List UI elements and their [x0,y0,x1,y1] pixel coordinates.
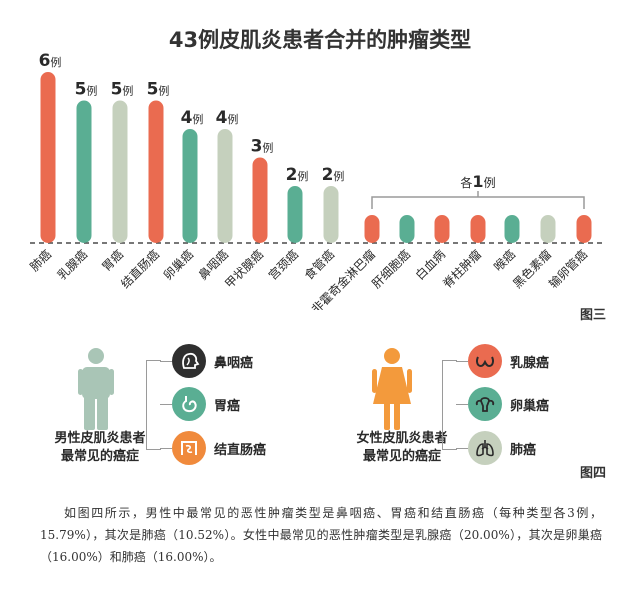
male-stub-3 [160,448,172,449]
male-caption-line1: 男性皮肌炎患者 [54,431,146,446]
bar-chart: 6例肺癌5例乳腺癌5例胃癌5例结直肠癌4例卵巢癌4例鼻咽癌3例甲状腺癌2例宫颈癌… [27,51,605,310]
category-tick-label: 胃癌 [99,247,127,275]
category-tick-label: 脊柱肿瘤 [440,247,485,292]
male-item-label: 结直肠癌 [214,442,267,458]
male-stub-1 [160,361,172,362]
bar-value-label: 5例 [111,80,134,100]
male-bracket [146,360,161,450]
bar-value-label: 2例 [286,165,309,185]
category-tick-label: 肺癌 [27,247,55,275]
male-group-caption: 男性皮肌炎患者 最常见的癌症 [40,430,160,466]
female-item-label: 肺癌 [510,442,537,458]
category-tick-label: 乳腺癌 [54,247,90,283]
bar [504,215,520,243]
bar-value-label: 5例 [75,80,98,100]
bar [399,215,415,243]
female-caption-line1: 女性皮肌炎患者 [356,431,448,446]
male-stub-2 [160,404,172,405]
male-figure-icon [78,348,114,430]
figure3-label: 图三 [580,308,607,323]
category-tick-label: 喉癌 [491,247,519,275]
female-bracket [442,360,457,450]
female-stub-3 [456,448,468,449]
female-stub-1 [456,361,468,362]
intestine-icon [172,431,206,465]
bar [182,129,198,243]
category-tick-label: 肝细胞癌 [369,247,414,292]
lung-icon [468,431,502,465]
chart-title: 43例皮肌炎患者合并的肿瘤类型 [168,28,472,52]
bar [217,129,233,243]
group-bracket [371,196,585,209]
male-item-label: 胃癌 [214,398,241,414]
bar [40,72,56,243]
bar-value-label: 4例 [216,108,239,128]
group-annotation: 各1例 [460,172,495,191]
female-item-label: 卵巢癌 [510,398,550,414]
male-item-nasopharynx: 鼻咽癌 [172,344,253,378]
bar [576,215,592,243]
category-tick-label: 宫颈癌 [265,247,301,283]
bar-value-label: 5例 [147,80,170,100]
bar-value-label: 3例 [251,137,274,157]
female-item-lung: 肺癌 [468,431,536,465]
bar [112,100,128,243]
caption-paragraph: 如图四所示，男性中最常见的恶性肿瘤类型是鼻咽癌、胃癌和结直肠癌（每种类型各3例，… [40,506,602,564]
category-tick-label: 输卵管癌 [546,247,591,292]
nasopharynx-icon [172,344,206,378]
category-tick-label: 结直肠癌 [118,247,163,292]
stomach-icon [172,387,206,421]
male-item-stomach: 胃癌 [172,387,240,421]
bar [287,186,303,243]
bar [434,215,450,243]
bar-value-label: 2例 [322,165,345,185]
category-tick-label: 卵巢癌 [160,247,196,283]
bar-value-label: 6例 [39,51,62,71]
bar [148,100,164,243]
category-tick-label: 黑色素瘤 [510,247,555,292]
category-tick-label: 食管癌 [301,247,337,283]
female-item-breast: 乳腺癌 [468,344,549,378]
female-group-caption: 女性皮肌炎患者 最常见的癌症 [342,430,462,466]
female-item-label: 乳腺癌 [510,355,550,371]
category-tick-label: 甲状腺癌 [222,247,267,292]
breast-icon [468,344,502,378]
male-caption-line2: 最常见的癌症 [60,449,139,464]
category-tick-label: 白血病 [412,247,448,283]
ovary-icon [468,387,502,421]
female-stub-2 [456,404,468,405]
figure4-label: 图四 [580,466,607,481]
bar [76,100,92,243]
female-figure-icon [372,348,412,430]
bar [364,215,380,243]
bar [470,215,486,243]
bar [252,157,268,243]
male-item-label: 鼻咽癌 [214,355,254,371]
bar [540,215,556,243]
female-caption-line2: 最常见的癌症 [362,449,441,464]
bar [323,186,339,243]
female-item-ovary: 卵巢癌 [468,387,549,421]
bar-value-label: 4例 [181,108,204,128]
male-item-intestine: 结直肠癌 [172,431,266,465]
